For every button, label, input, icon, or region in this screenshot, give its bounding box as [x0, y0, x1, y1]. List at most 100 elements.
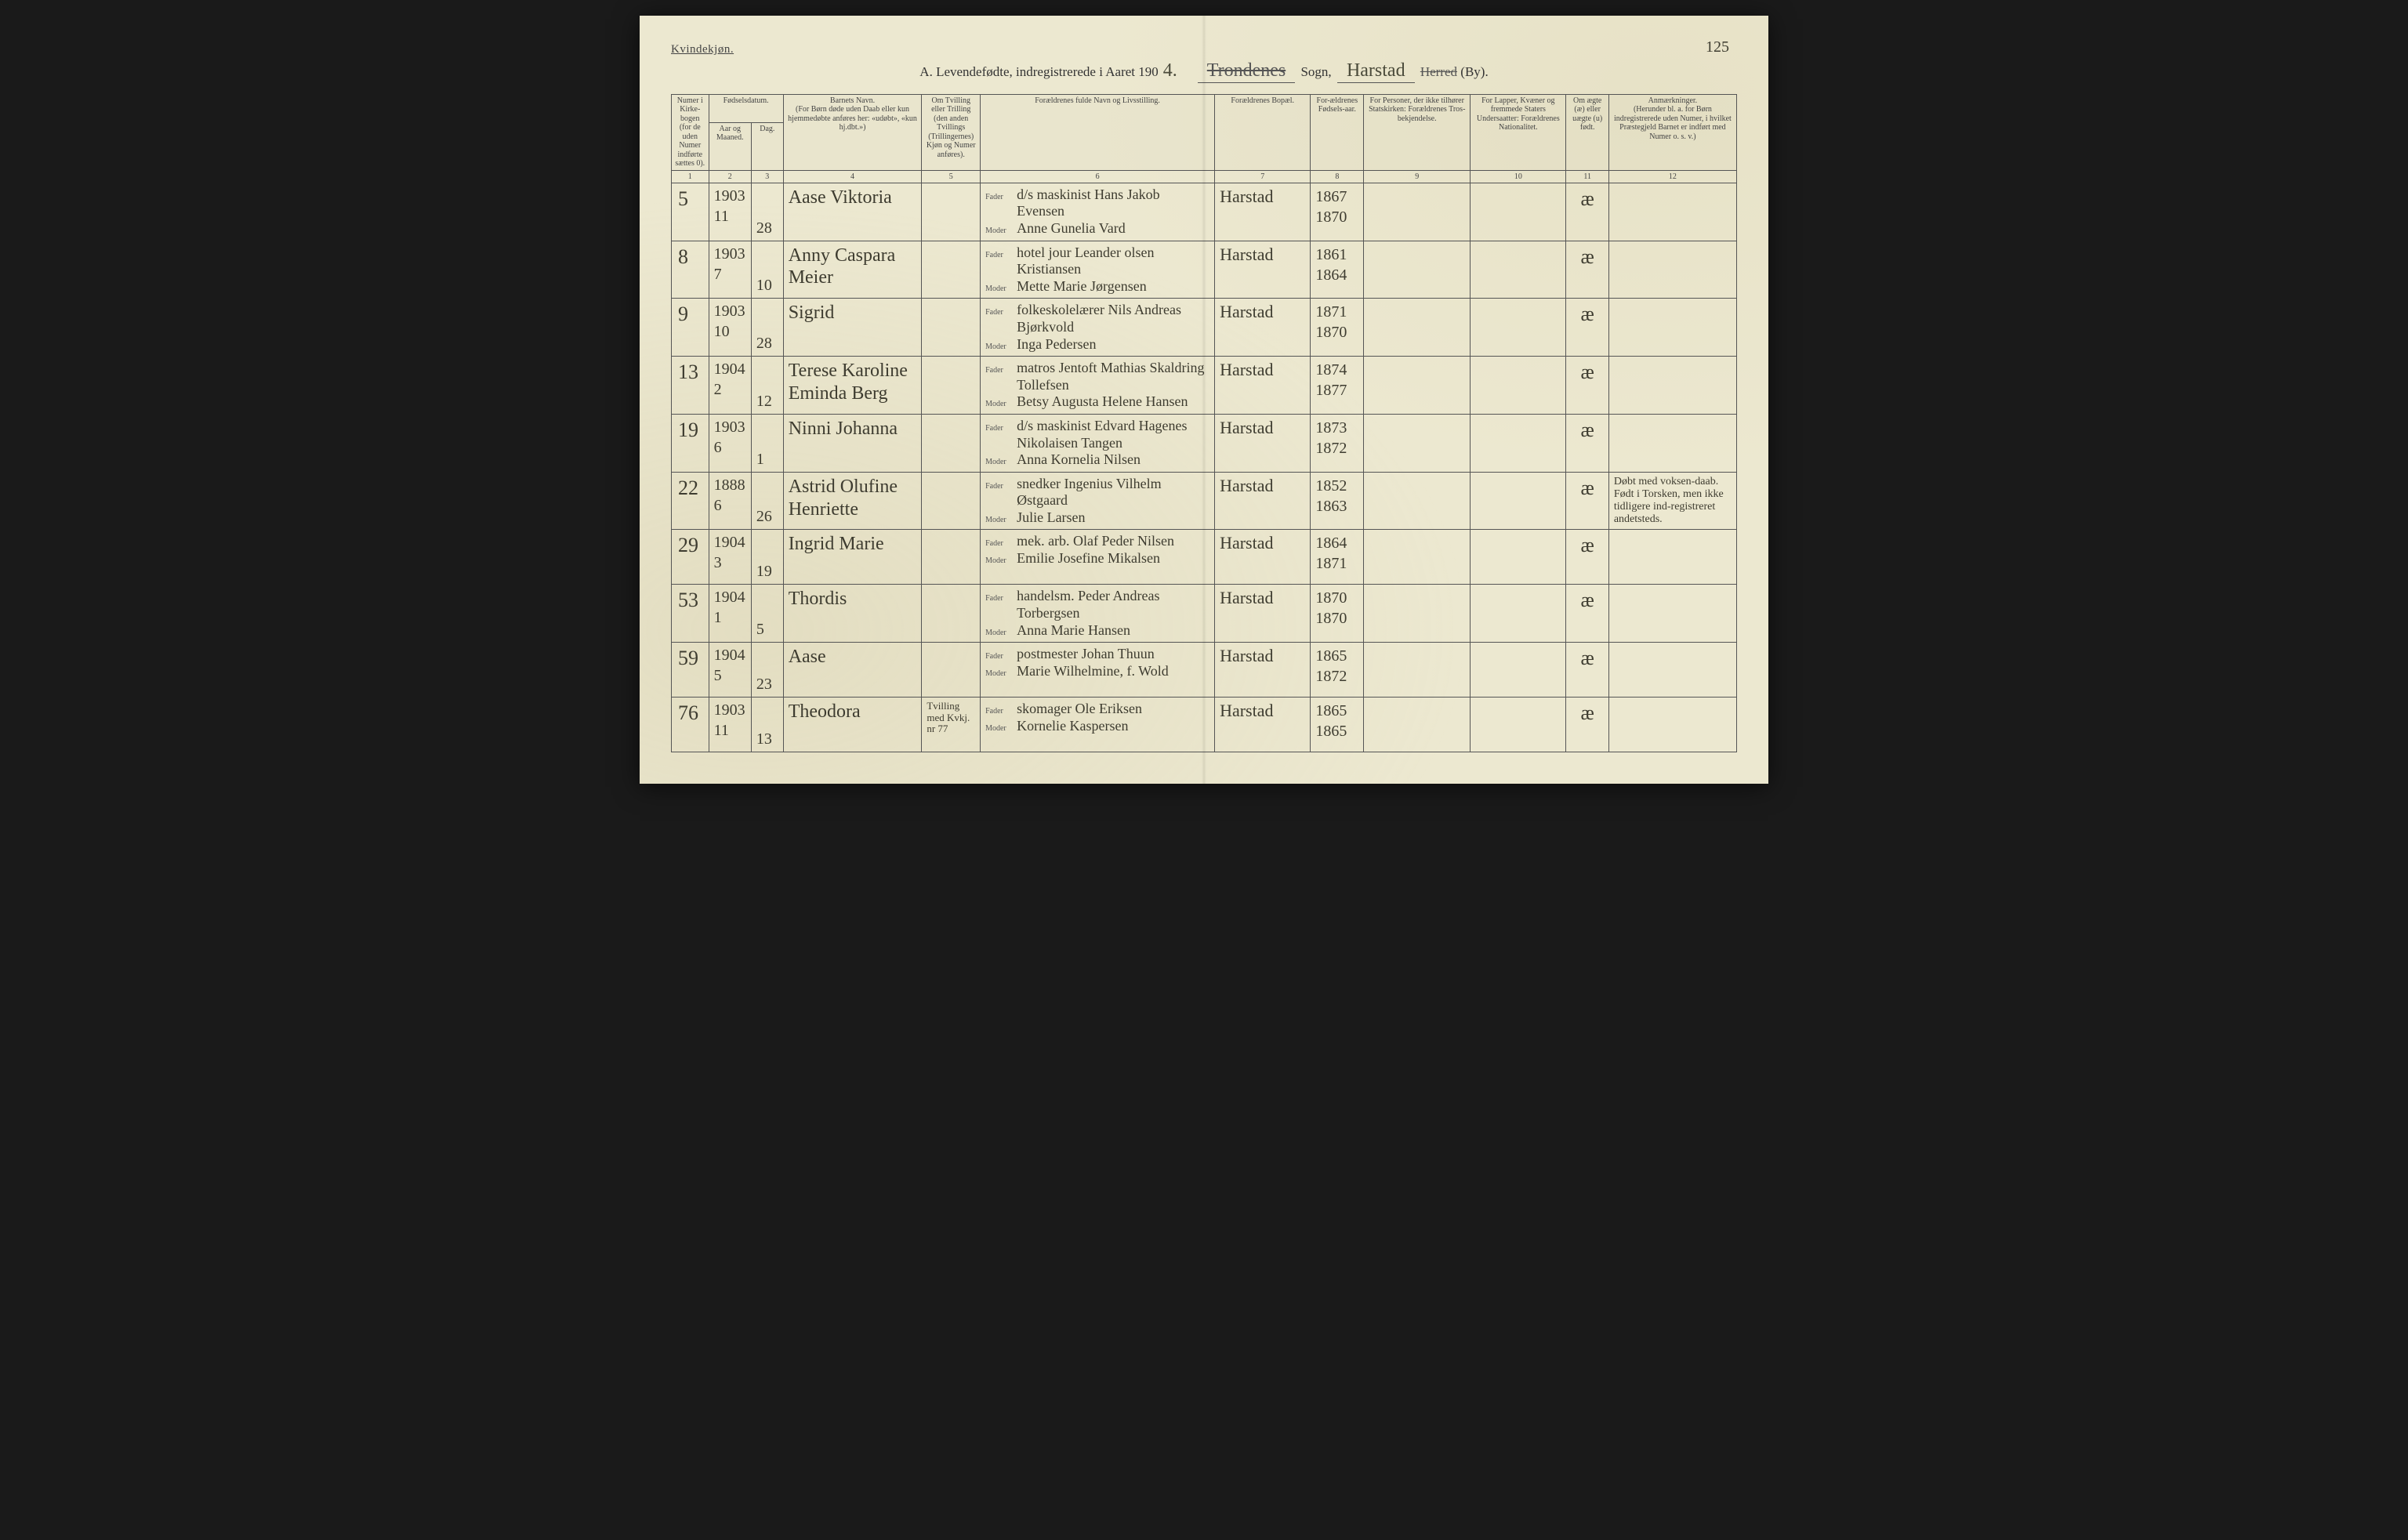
cell-parent-years: 1865 1872	[1311, 643, 1364, 698]
cell-residence: Harstad	[1215, 183, 1311, 241]
child-name: Ninni Johanna	[789, 419, 898, 439]
residence-value: Harstad	[1220, 360, 1273, 379]
father-name: matros Jentoft Mathias Skaldring Tollefs…	[1017, 360, 1209, 393]
twin-text: Tvilling med Kvkj. nr 77	[927, 700, 970, 734]
father-label: Fader	[985, 594, 1012, 603]
year-value: 1904	[714, 588, 746, 607]
father-year: 1870	[1315, 588, 1358, 608]
cell-parents: Fader d/s maskinist Hans Jakob Evensen M…	[981, 183, 1215, 241]
cell-legit: æ	[1566, 183, 1608, 241]
cell-residence: Harstad	[1215, 585, 1311, 643]
cell-remarks	[1608, 530, 1736, 585]
cell-child-name: Aase Viktoria	[783, 183, 922, 241]
hdr-religion: For Personer, der ikke tilhører Statskir…	[1364, 94, 1471, 170]
cell-child-name: Terese Karoline Eminda Berg	[783, 357, 922, 415]
num-value: 53	[678, 589, 698, 611]
year-value: 1904	[714, 533, 746, 552]
hdr-remarks: Anmærkninger. (Herunder bl. a. for Børn …	[1608, 94, 1736, 170]
cell-parents: Fader snedker Ingenius Vilhelm Østgaard …	[981, 472, 1215, 530]
cell-day: 23	[751, 643, 783, 698]
cell-remarks	[1608, 183, 1736, 241]
cell-year-month: 1903 6	[709, 414, 751, 472]
cell-parent-years: 1852 1863	[1311, 472, 1364, 530]
year-value: 1903	[714, 187, 746, 205]
father-year: 1864	[1315, 533, 1358, 553]
cell-parents: Fader skomager Ole Eriksen Moder Korneli…	[981, 698, 1215, 752]
day-value: 26	[756, 508, 772, 525]
day-value: 13	[756, 730, 772, 748]
cell-twin: Tvilling med Kvkj. nr 77	[922, 698, 981, 752]
cell-religion	[1364, 643, 1471, 698]
by-label: (By).	[1460, 64, 1488, 79]
cell-day: 1	[751, 414, 783, 472]
hdr-twin: Om Tvilling eller Trilling (den anden Tv…	[922, 94, 981, 170]
colnum: 7	[1215, 170, 1311, 183]
hdr-childname-a: Barnets Navn.	[830, 96, 875, 105]
cell-number: 29	[672, 530, 709, 585]
title-year-digit: 4.	[1159, 60, 1182, 81]
cell-parent-years: 1864 1871	[1311, 530, 1364, 585]
cell-residence: Harstad	[1215, 472, 1311, 530]
cell-day: 28	[751, 299, 783, 357]
cell-nationality	[1471, 414, 1566, 472]
cell-year-month: 1904 1	[709, 585, 751, 643]
colnum: 3	[751, 170, 783, 183]
mother-label: Moder	[985, 342, 1012, 351]
father-name: postmester Johan Thuun	[1017, 646, 1209, 663]
father-year: 1852	[1315, 476, 1358, 496]
father-year: 1861	[1315, 245, 1358, 265]
colnum: 2	[709, 170, 751, 183]
mother-name: Anna Marie Hansen	[1017, 622, 1209, 640]
table-row: 19 1903 6 1 Ninni Johanna Fader d/s mask…	[672, 414, 1737, 472]
cell-year-month: 1903 10	[709, 299, 751, 357]
year-value: 1904	[714, 646, 746, 665]
legit-value: æ	[1571, 302, 1603, 326]
month-value: 6	[714, 496, 746, 515]
legit-value: æ	[1571, 646, 1603, 670]
cell-twin	[922, 530, 981, 585]
year-value: 1888	[714, 476, 746, 495]
table-row: 76 1903 11 13 Theodora Tvilling med Kvkj…	[672, 698, 1737, 752]
day-value: 28	[756, 219, 772, 237]
mother-year: 1863	[1315, 496, 1358, 516]
cell-child-name: Astrid Olufine Henriette	[783, 472, 922, 530]
cell-parents: Fader handelsm. Peder Andreas Torbergsen…	[981, 585, 1215, 643]
child-name: Anny Caspara Meier	[789, 245, 896, 288]
residence-value: Harstad	[1220, 187, 1273, 206]
cell-year-month: 1904 3	[709, 530, 751, 585]
cell-remarks	[1608, 643, 1736, 698]
mother-name: Anne Gunelia Vard	[1017, 220, 1209, 237]
cell-number: 53	[672, 585, 709, 643]
hdr-parents: Forældrenes fulde Navn og Livsstilling.	[981, 94, 1215, 170]
cell-nationality	[1471, 698, 1566, 752]
cell-residence: Harstad	[1215, 414, 1311, 472]
cell-parents: Fader folkeskolelærer Nils Andreas Bjørk…	[981, 299, 1215, 357]
child-name: Thordis	[789, 589, 847, 609]
child-name: Aase	[789, 647, 826, 667]
hdr-childname: Barnets Navn. (For Børn døde uden Daab e…	[783, 94, 922, 170]
cell-number: 19	[672, 414, 709, 472]
cell-day: 19	[751, 530, 783, 585]
father-name: hotel jour Leander olsen Kristiansen	[1017, 245, 1209, 278]
residence-value: Harstad	[1220, 533, 1273, 553]
num-value: 59	[678, 647, 698, 669]
legit-value: æ	[1571, 588, 1603, 612]
day-value: 23	[756, 676, 772, 693]
hdr-numer: Numer i Kirke-bogen (for de uden Numer i…	[672, 94, 709, 170]
mother-label: Moder	[985, 226, 1012, 235]
cell-legit: æ	[1566, 357, 1608, 415]
year-value: 1903	[714, 302, 746, 321]
legit-value: æ	[1571, 245, 1603, 269]
father-year: 1865	[1315, 701, 1358, 721]
father-label: Fader	[985, 308, 1012, 317]
residence-value: Harstad	[1220, 588, 1273, 607]
father-name: d/s maskinist Edvard Hagenes Nikolaisen …	[1017, 418, 1209, 451]
residence-value: Harstad	[1220, 418, 1273, 437]
day-value: 10	[756, 277, 772, 294]
cell-religion	[1364, 472, 1471, 530]
cell-twin	[922, 472, 981, 530]
cell-nationality	[1471, 299, 1566, 357]
num-value: 19	[678, 419, 698, 441]
cell-year-month: 1888 6	[709, 472, 751, 530]
colnum: 4	[783, 170, 922, 183]
